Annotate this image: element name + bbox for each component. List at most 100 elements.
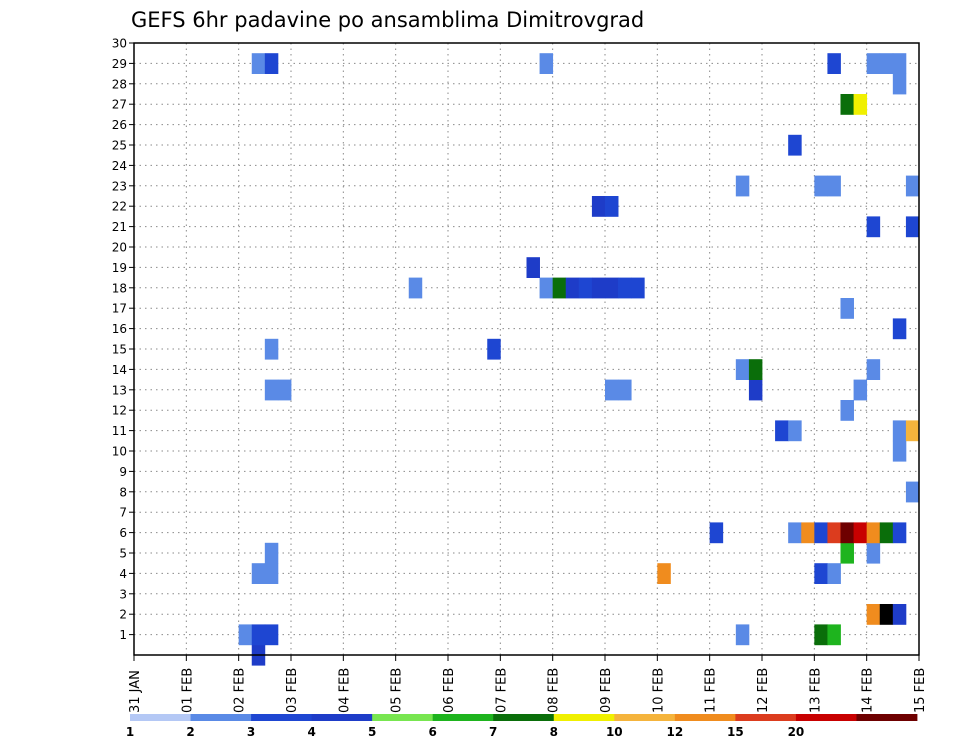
precip-cell	[605, 379, 619, 401]
precip-cell	[840, 522, 854, 544]
colorbar-label: 2	[186, 725, 194, 739]
y-tick-label: 16	[112, 322, 127, 336]
y-tick-label: 21	[112, 220, 127, 234]
precip-cell	[827, 53, 841, 74]
y-tick-label: 18	[112, 281, 127, 295]
precip-cell	[709, 522, 724, 544]
precip-cell	[735, 624, 750, 646]
precip-cell	[905, 481, 920, 503]
colorbar-swatch	[432, 714, 494, 721]
y-tick-label: 26	[112, 118, 127, 132]
colorbar-label: 12	[666, 725, 683, 739]
y-tick-label: 25	[112, 139, 127, 153]
precip-cell	[879, 604, 894, 625]
colorbar-swatch	[190, 714, 252, 721]
precip-cell	[264, 338, 279, 360]
precip-cell	[892, 604, 907, 625]
y-tick-label: 30	[112, 37, 127, 51]
precip-cell	[735, 175, 750, 197]
colorbar-swatch	[553, 714, 615, 721]
colorbar-swatch	[856, 714, 918, 721]
colorbar-swatch	[795, 714, 857, 721]
precip-cell	[827, 175, 841, 197]
precip-cell	[892, 318, 907, 340]
precip-cells	[238, 53, 920, 666]
precip-cell	[539, 277, 554, 299]
precip-cell	[539, 53, 554, 74]
precip-cell	[408, 277, 423, 299]
x-tick-label: 13 FEB	[808, 668, 823, 713]
colorbar-label: 1	[126, 725, 134, 739]
precip-cell	[853, 379, 868, 401]
x-axis: 31 JAN 01 FEB 02 FEB 03 FEB 04 FEB 05 FEB 06 F…	[128, 655, 928, 713]
precip-cell	[748, 359, 763, 380]
colorbar-swatch	[130, 714, 191, 721]
y-tick-label: 6	[119, 526, 127, 540]
colorbar-swatch	[735, 714, 797, 721]
precip-cell	[591, 277, 606, 299]
precip-cell	[251, 624, 266, 646]
y-tick-label: 22	[112, 200, 127, 214]
precip-cell	[251, 53, 266, 74]
x-tick-label: 10 FEB	[651, 668, 666, 713]
y-tick-label: 12	[112, 404, 127, 418]
colorbar-label: 10	[606, 725, 623, 739]
x-tick-label: 31 JAN	[128, 670, 143, 713]
precip-cell	[814, 624, 828, 646]
x-tick-label: 14 FEB	[861, 668, 876, 713]
precip-cell	[631, 277, 645, 299]
precip-cell	[840, 94, 854, 115]
y-tick-label: 5	[119, 547, 127, 561]
precip-cell	[487, 338, 501, 360]
precip-cell	[827, 624, 841, 646]
x-tick-label: 01 FEB	[180, 668, 195, 713]
precip-cell	[853, 94, 868, 115]
x-tick-label: 07 FEB	[494, 668, 509, 713]
y-tick-label: 13	[112, 383, 127, 397]
precip-cell	[905, 216, 920, 238]
precip-cell	[801, 522, 815, 544]
precip-cell	[565, 277, 580, 299]
precip-cell	[264, 379, 279, 401]
precip-cell	[866, 53, 881, 74]
precip-cell	[605, 196, 619, 217]
y-tick-label: 15	[112, 343, 127, 357]
precip-cell	[552, 277, 567, 299]
precip-cell	[827, 563, 841, 584]
y-tick-label: 29	[112, 57, 127, 71]
y-tick-label: 11	[112, 424, 127, 438]
precip-cell	[788, 522, 802, 544]
x-tick-label: 08 FEB	[547, 668, 562, 713]
colorbar-label: 3	[247, 725, 255, 739]
precip-cell	[264, 53, 279, 74]
x-tick-label: 04 FEB	[337, 668, 352, 713]
precip-cell	[892, 440, 907, 462]
colorbar-label: 7	[489, 725, 497, 739]
precip-cell	[251, 563, 266, 584]
chart-title: GEFS 6hr padavine po ansamblima Dimitrov…	[131, 8, 644, 32]
precip-cell	[526, 257, 540, 278]
precip-cell	[892, 53, 907, 74]
precip-cell	[605, 277, 619, 299]
colorbar-swatch	[493, 714, 555, 721]
y-tick-label: 14	[112, 363, 127, 377]
colorbar-label: 4	[307, 725, 315, 739]
precip-cell	[814, 563, 828, 584]
colorbar-label: 5	[368, 725, 376, 739]
precip-cell	[748, 379, 763, 401]
precip-cell	[905, 420, 920, 442]
colorbar-swatch	[372, 714, 434, 721]
precip-cell	[814, 522, 828, 544]
precip-cell	[840, 400, 854, 421]
precip-cell	[892, 522, 907, 544]
precip-cell	[775, 420, 789, 442]
colorbar-swatch	[311, 714, 373, 721]
y-tick-label: 10	[112, 445, 127, 459]
y-tick-label: 8	[119, 485, 127, 499]
precip-cell	[892, 420, 907, 442]
precip-cell	[618, 379, 632, 401]
x-tick-label: 12 FEB	[756, 668, 771, 713]
precip-cell	[814, 175, 828, 197]
y-tick-label: 24	[112, 159, 127, 173]
colorbar-label: 15	[727, 725, 744, 739]
